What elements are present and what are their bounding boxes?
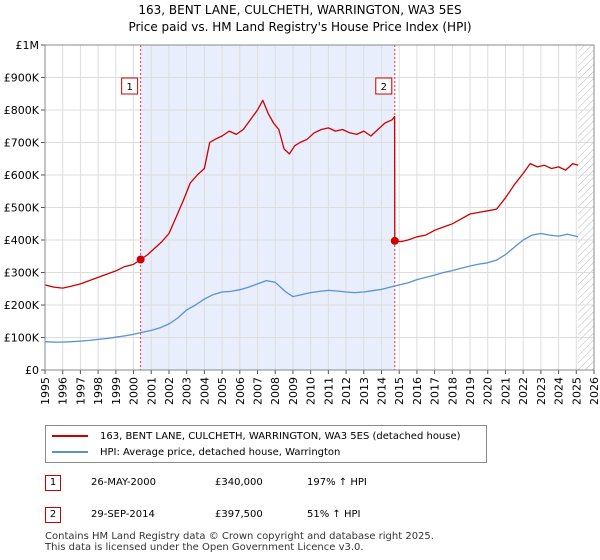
transaction-hpi: 197% ↑ HPI	[307, 477, 367, 488]
series-line-property	[45, 99, 579, 289]
x-tick-label: 2021	[499, 377, 512, 405]
x-tick-label: 2003	[181, 377, 194, 405]
transaction-badge: 1	[45, 475, 61, 491]
legend-label-hpi: HPI: Average price, detached house, Warr…	[100, 446, 341, 458]
y-tick-label: £300K	[4, 267, 40, 280]
sale-point	[136, 255, 145, 264]
transaction-price: £397,500	[215, 509, 263, 520]
x-tick-label: 2022	[517, 377, 530, 405]
x-tick-label: 2017	[429, 377, 442, 405]
x-tick-label: 2001	[145, 377, 158, 405]
x-tick-label: 2002	[163, 377, 176, 405]
x-tick-label: 2020	[482, 377, 495, 405]
x-tick-label: 2006	[234, 377, 247, 405]
chart-title: 163, BENT LANE, CULCHETH, WARRINGTON, WA…	[138, 3, 462, 17]
transaction-hpi: 51% ↑ HPI	[307, 509, 361, 520]
x-tick-label: 1996	[57, 377, 70, 405]
y-tick-label: £0	[25, 364, 39, 377]
x-tick-label: 2009	[287, 377, 300, 405]
y-tick-label: £400K	[4, 234, 40, 247]
x-tick-label: 2023	[535, 377, 548, 405]
transaction-row: 2 29-SEP-2014 £397,500 51% ↑ HPI	[45, 507, 445, 525]
series-line-hpi	[45, 232, 579, 343]
annotation-label: 2	[381, 82, 387, 93]
x-axis: 1995 1996 1997 1998 1999 2000 2001 2002 2003 2004…	[39, 370, 600, 405]
x-tick-label: 2004	[198, 377, 211, 405]
x-tick-label: 2012	[340, 377, 353, 405]
sale-point	[390, 236, 399, 245]
x-tick-label: 2000	[128, 377, 141, 405]
x-tick-label: 2024	[553, 377, 566, 405]
footer: Contains HM Land Registry data © Crown c…	[45, 531, 434, 553]
y-tick-label: £200K	[4, 299, 40, 312]
x-tick-label: 2015	[393, 377, 406, 405]
chart-subtitle: Price paid vs. HM Land Registry's House …	[128, 20, 472, 34]
x-tick-label: 1997	[74, 377, 87, 405]
x-tick-label: 1999	[110, 377, 123, 405]
x-tick-label: 2008	[269, 377, 282, 405]
annotation-label: 1	[126, 82, 132, 93]
x-tick-label: 2018	[446, 377, 459, 405]
legend-item-hpi: HPI: Average price, detached house, Warr…	[52, 444, 340, 460]
y-tick-label: £700K	[4, 137, 40, 150]
legend-item-property: 163, BENT LANE, CULCHETH, WARRINGTON, WA…	[52, 428, 461, 444]
x-tick-label: 2013	[358, 377, 371, 405]
legend-label-property: 163, BENT LANE, CULCHETH, WARRINGTON, WA…	[100, 430, 461, 442]
y-tick-label: £1M	[16, 39, 40, 52]
transaction-price: £340,000	[215, 477, 263, 488]
x-tick-label: 2014	[375, 377, 388, 405]
footer-line-1: Contains HM Land Registry data © Crown c…	[45, 531, 434, 542]
y-tick-label: £600K	[4, 169, 40, 182]
y-tick-label: £900K	[4, 72, 40, 85]
footer-line-2: This data is licensed under the Open Gov…	[45, 542, 364, 553]
y-tick-label: £500K	[4, 202, 40, 215]
transaction-badge: 2	[45, 507, 61, 523]
transaction-date: 26-MAY-2000	[91, 477, 157, 488]
y-tick-label: £100K	[4, 332, 40, 345]
annotation-box	[121, 77, 139, 95]
annotation-box	[375, 77, 393, 95]
transaction-date: 29-SEP-2014	[91, 509, 155, 520]
x-tick-label: 1998	[92, 377, 105, 405]
x-tick-label: 2016	[411, 377, 424, 405]
y-axis: £0 £100K £200K £300K £400K £500K £600K £700K £80…	[4, 39, 45, 377]
x-tick-label: 2005	[216, 377, 229, 405]
x-tick-label: 1995	[39, 377, 52, 405]
legend-swatch-property	[52, 435, 88, 437]
x-tick-label: 2019	[464, 377, 477, 405]
transaction-row: 1 26-MAY-2000 £340,000 197% ↑ HPI	[45, 475, 445, 493]
legend: 163, BENT LANE, CULCHETH, WARRINGTON, WA…	[45, 425, 487, 463]
x-tick-label: 2007	[252, 377, 265, 405]
plot-frame	[44, 44, 595, 371]
legend-swatch-hpi	[52, 451, 88, 453]
sale-points	[136, 236, 399, 264]
x-tick-label: 2010	[305, 377, 318, 405]
y-tick-label: £800K	[4, 104, 40, 117]
x-tick-label: 2026	[588, 377, 600, 405]
series-lines	[45, 99, 579, 343]
x-tick-label: 2025	[570, 377, 583, 405]
price-chart: £0 £100K £200K £300K £400K £500K £600K £700K £80…	[4, 39, 600, 405]
x-tick-label: 2011	[322, 377, 335, 405]
